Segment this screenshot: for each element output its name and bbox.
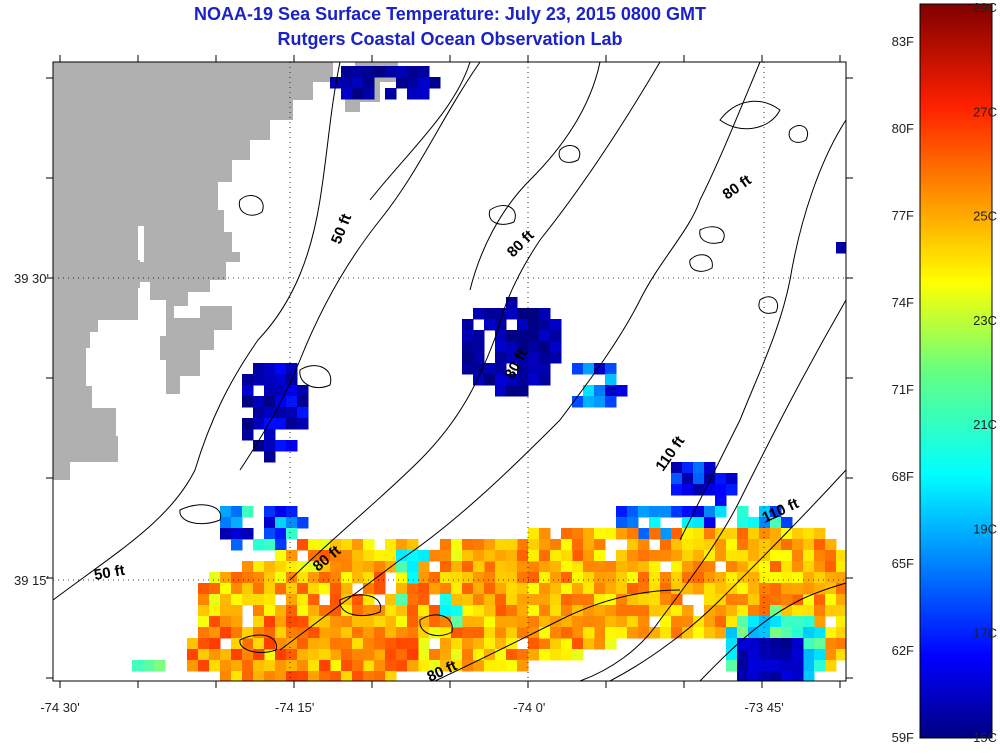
lon-tick-label: -74 0': [513, 700, 545, 715]
axis-ticks: [46, 55, 853, 688]
colorbar-fahrenheit-label: 83F: [892, 34, 914, 49]
contour-label: 50 ft: [93, 562, 126, 584]
colorbar-fahrenheit-label: 62F: [892, 643, 914, 658]
colorbar-celsius-label: 15C: [973, 730, 997, 745]
land-mass: [53, 62, 333, 480]
graticule: [53, 62, 846, 681]
land-cape: [160, 306, 232, 394]
colorbar-celsius-label: 25C: [973, 209, 997, 224]
colorbar-fahrenheit-label: 80F: [892, 121, 914, 136]
lon-tick-label: -73 45': [744, 700, 783, 715]
colorbar-fahrenheit-label: 71F: [892, 382, 914, 397]
chart-subtitle: Rutgers Coastal Ocean Observation Lab: [277, 29, 623, 49]
colorbar-fahrenheit-label: 77F: [892, 208, 914, 223]
colorbar-fahrenheit-label: 65F: [892, 556, 914, 571]
sst-pixel-layer: [132, 66, 846, 681]
chart-title: NOAA-19 Sea Surface Temperature: July 23…: [194, 4, 706, 24]
depth-contours: [53, 62, 846, 681]
lat-tick-label: 39 30': [14, 271, 49, 286]
lat-tick-label: 39 15': [14, 573, 49, 588]
lon-tick-label: -74 15': [275, 700, 314, 715]
colorbar-celsius-label: 23C: [973, 313, 997, 328]
colorbar-celsius-label: 19C: [973, 521, 997, 536]
colorbar: [919, 3, 993, 739]
colorbar-celsius-label: 29C: [973, 0, 997, 15]
colorbar-fahrenheit-label: 74F: [892, 295, 914, 310]
colorbar-celsius-label: 27C: [973, 104, 997, 119]
colorbar-fahrenheit-label: 68F: [892, 469, 914, 484]
lon-tick-label: -74 30': [40, 700, 79, 715]
colorbar-fahrenheit-label: 59F: [892, 730, 914, 745]
colorbar-celsius-label: 17C: [973, 626, 997, 641]
colorbar-celsius-label: 21C: [973, 417, 997, 432]
